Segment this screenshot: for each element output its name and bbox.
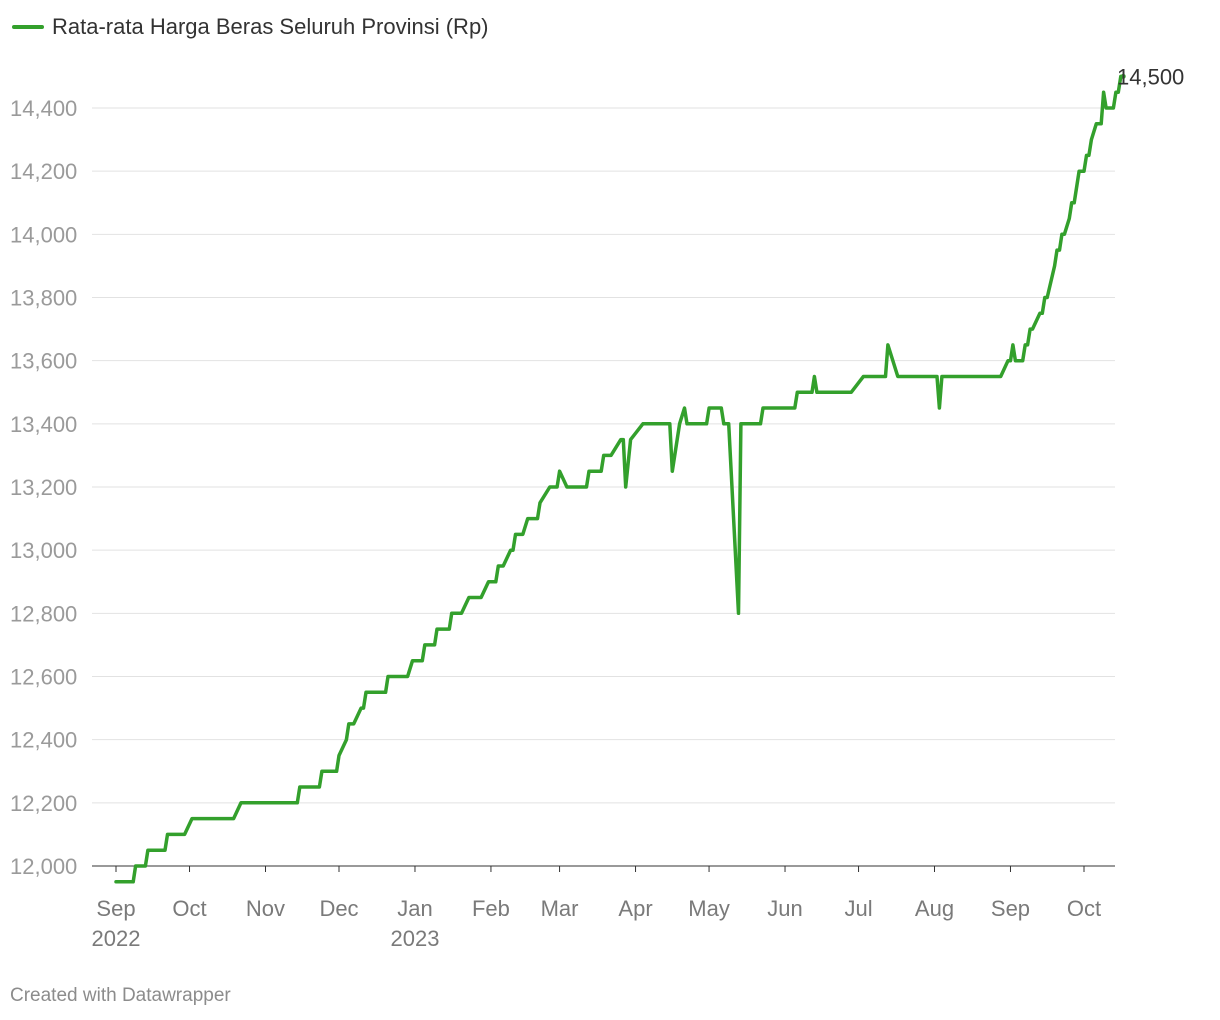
legend-label: Rata-rata Harga Beras Seluruh Provinsi (… xyxy=(52,14,489,39)
x-tick-label: Feb xyxy=(472,896,510,921)
x-tick-label: Jun xyxy=(767,896,802,921)
series-layer: 14,500 xyxy=(114,64,1184,884)
y-tick-label: 13,000 xyxy=(10,538,77,563)
x-tick-label: Oct xyxy=(1067,896,1101,921)
y-tick-label: 12,200 xyxy=(10,791,77,816)
y-tick-label: 13,400 xyxy=(10,412,77,437)
series-line xyxy=(114,74,1125,884)
y-tick-label: 12,000 xyxy=(10,854,77,879)
y-tick-label: 13,600 xyxy=(10,349,77,374)
x-tick-label: Sep xyxy=(991,896,1030,921)
gridlines xyxy=(92,107,1115,867)
footer-credit: Created with Datawrapper xyxy=(10,985,231,1006)
y-tick-label: 14,000 xyxy=(10,222,77,247)
chart-legend: Rata-rata Harga Beras Seluruh Provinsi (… xyxy=(12,14,489,40)
x-axis-ticks: Sep 2022 Oct Nov Dec Jan 2023 Feb Mar Apr May Jun Ju… xyxy=(92,866,1101,951)
y-tick-label: 12,800 xyxy=(10,601,77,626)
y-tick-label: 14,200 xyxy=(10,159,77,184)
x-tick-label: Oct xyxy=(172,896,206,921)
x-tick-year-label: 2022 xyxy=(92,926,141,951)
x-tick-label: Nov xyxy=(246,896,285,921)
y-axis-ticks: 12,000 12,200 12,400 12,600 12,800 13,000 13,2… xyxy=(10,96,77,879)
x-tick-label: Mar xyxy=(541,896,579,921)
y-tick-label: 12,400 xyxy=(10,728,77,753)
legend-swatch-icon xyxy=(12,25,44,29)
x-tick-label: Dec xyxy=(319,896,358,921)
y-tick-label: 13,800 xyxy=(10,286,77,311)
x-tick-label: Sep xyxy=(96,896,135,921)
y-tick-label: 14,400 xyxy=(10,96,77,121)
x-tick-label: Aug xyxy=(915,896,954,921)
y-tick-label: 13,200 xyxy=(10,475,77,500)
y-tick-label: 12,600 xyxy=(10,665,77,690)
x-tick-year-label: 2023 xyxy=(391,926,440,951)
series-end-point xyxy=(1120,73,1126,79)
x-tick-label: Apr xyxy=(618,896,652,921)
x-tick-label: Jul xyxy=(844,896,872,921)
series-end-label: 14,500 xyxy=(1117,64,1184,89)
x-tick-label: May xyxy=(688,896,730,921)
x-tick-label: Jan xyxy=(397,896,432,921)
